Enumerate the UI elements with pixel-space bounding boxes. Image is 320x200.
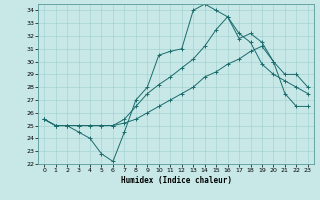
X-axis label: Humidex (Indice chaleur): Humidex (Indice chaleur) (121, 176, 231, 185)
